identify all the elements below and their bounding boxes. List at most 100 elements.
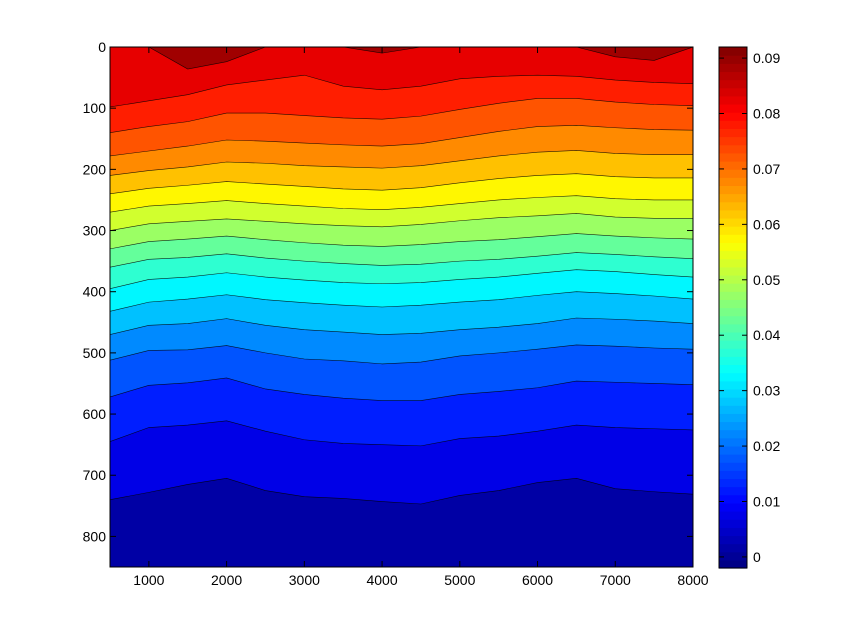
colorbar-segment — [719, 372, 747, 382]
colorbar-segment — [719, 201, 747, 211]
colorbar-segment — [719, 128, 747, 138]
x-tick-label: 8000 — [677, 572, 708, 588]
contour-line — [110, 150, 693, 176]
contour-line — [110, 344, 693, 365]
contour-line — [110, 291, 693, 312]
colorbar-segment — [719, 242, 747, 252]
colorbar-tick-label: 0.02 — [753, 438, 780, 454]
contour-line — [110, 125, 693, 157]
y-tick-label: 600 — [83, 406, 107, 422]
contour-line — [110, 420, 693, 447]
colorbar-tick-label: 0.03 — [753, 383, 780, 399]
colorbar-segment — [719, 429, 747, 439]
colorbar-segment — [719, 413, 747, 423]
contour-line — [110, 47, 693, 70]
colorbar-segment — [719, 535, 747, 545]
colorbar-segment — [719, 299, 747, 309]
colorbar-frame — [718, 46, 748, 569]
plot-frame — [109, 46, 694, 568]
colorbar-segment — [719, 234, 747, 243]
colorbar-segment — [719, 356, 747, 366]
colorbar-segment — [719, 193, 747, 203]
colorbar-tick-label: 0.08 — [753, 106, 780, 122]
colorbar-segment — [719, 405, 747, 414]
contour-line — [110, 252, 693, 268]
contour-line — [110, 173, 693, 195]
contour-line — [110, 74, 693, 108]
colorbar-tick-label: 0.01 — [753, 493, 780, 509]
colorbar-segment — [719, 388, 747, 398]
colorbar-segment — [719, 559, 747, 569]
contour-line — [110, 317, 693, 335]
colorbar-segment — [719, 543, 747, 553]
contour-line — [110, 477, 693, 505]
colorbar-segment — [719, 95, 747, 105]
colorbar-segment — [719, 217, 747, 227]
contour-band — [110, 47, 693, 70]
colorbar-segment — [719, 63, 747, 73]
colorbar-segment — [719, 445, 747, 455]
colorbar-segment — [719, 348, 747, 357]
colorbar-segment — [719, 527, 747, 537]
colorbar-segment — [719, 462, 747, 471]
colorbar-segment — [719, 454, 747, 463]
colorbar-segment — [719, 103, 747, 113]
contour-line — [110, 269, 693, 289]
colorbar-segment — [719, 397, 747, 406]
colorbar-segment — [719, 478, 747, 488]
colorbar-segment — [719, 494, 747, 504]
y-tick-label: 0 — [98, 39, 106, 55]
colorbar-segment — [719, 258, 747, 268]
contour-line — [110, 98, 693, 133]
x-axis: 1000 2000 3000 4000 5000 6000 7000 8000 — [133, 47, 709, 588]
colorbar-segment — [719, 266, 747, 276]
contour-line — [110, 195, 693, 213]
colorbar-segment — [719, 112, 747, 121]
colorbar-tick-label: 0.09 — [753, 50, 780, 66]
colorbar-segment — [719, 169, 747, 178]
colorbar-segment — [719, 152, 747, 162]
colorbar-segment — [719, 120, 747, 130]
colorbar-segment — [719, 291, 747, 300]
colorbar-segment — [719, 87, 747, 97]
colorbar-segment — [719, 79, 747, 89]
contour-line — [110, 213, 693, 231]
x-tick-label: 6000 — [522, 572, 553, 588]
colorbar-segment — [719, 486, 747, 496]
colorbar-segment — [719, 380, 747, 390]
contour-line — [110, 233, 693, 250]
colorbar-segment — [719, 470, 747, 480]
colorbar-segment — [719, 502, 747, 512]
colorbar-segment — [719, 55, 747, 64]
colorbar-segment — [719, 250, 747, 260]
contour-band — [110, 47, 693, 107]
x-tick-label: 5000 — [444, 572, 475, 588]
x-tick-label: 3000 — [289, 572, 320, 588]
y-tick-label: 200 — [83, 161, 107, 177]
y-axis: 0 100 200 300 400 500 600 700 800 — [83, 39, 693, 544]
y-tick-label: 300 — [83, 223, 107, 239]
colorbar-segment — [719, 364, 747, 374]
colorbar-segment — [719, 177, 747, 186]
colorbar-segment — [719, 323, 747, 333]
y-tick-label: 500 — [83, 345, 107, 361]
colorbar-tick-label: 0 — [753, 549, 761, 565]
colorbar-segment — [719, 511, 747, 520]
colorbar-segment — [719, 71, 747, 81]
colorbar-segment — [719, 226, 747, 235]
contour-fills — [110, 47, 693, 567]
colorbar-segment — [719, 340, 747, 349]
colorbar-segment — [719, 307, 747, 317]
colorbar-segment — [719, 315, 747, 325]
x-tick-label: 2000 — [211, 572, 242, 588]
y-tick-label: 100 — [83, 100, 107, 116]
x-tick-label: 1000 — [133, 572, 164, 588]
colorbar-tick-label: 0.07 — [753, 161, 780, 177]
y-tick-label: 800 — [83, 528, 107, 544]
colorbar-segment — [719, 331, 747, 341]
colorbar-segment — [719, 551, 747, 561]
y-tick-label: 400 — [83, 284, 107, 300]
colorbar-segment — [719, 283, 747, 292]
colorbar-tick-label: 0.05 — [753, 272, 780, 288]
colorbar-segment — [719, 437, 747, 447]
